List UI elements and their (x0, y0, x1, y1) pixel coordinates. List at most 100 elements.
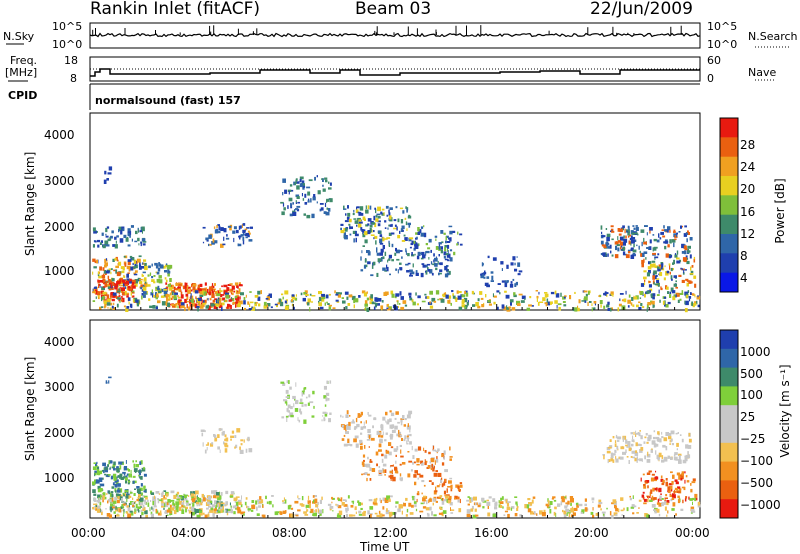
velocity-pixel (113, 461, 116, 466)
velocity-pixel (130, 473, 132, 478)
power-pixel (664, 303, 666, 307)
velocity-pixel (571, 514, 574, 517)
velocity-pixel (128, 503, 130, 508)
power-pixel (226, 295, 230, 299)
velocity-pixel (176, 491, 180, 495)
velocity-pixel (620, 509, 624, 512)
power-pixel (443, 255, 446, 259)
power-pixel (399, 291, 402, 296)
power-pixel (642, 306, 645, 308)
power-pixel (214, 298, 218, 301)
velocity-pixel (671, 493, 675, 498)
velocity-pixel (381, 458, 384, 463)
power-pixel (296, 208, 300, 212)
velocity-pixel (431, 482, 434, 485)
velocity-pixel (419, 510, 424, 513)
velocity-pixel (251, 504, 256, 510)
velocity-pixel (644, 455, 646, 460)
power-pixel (236, 294, 239, 297)
velocity-pixel (300, 411, 303, 415)
power-pixel (646, 232, 648, 236)
velocity-pixel (458, 508, 462, 513)
power-pixel (328, 187, 332, 190)
power-pixel (304, 193, 307, 198)
velocity-pixel (251, 500, 255, 503)
velocity-pixel (240, 511, 244, 515)
velocity-pixel (191, 512, 195, 516)
velocity-pixel (183, 493, 185, 498)
velocity-pixel (473, 496, 477, 501)
velocity-pixel (123, 511, 125, 514)
power-pixel (516, 256, 518, 258)
power-pixel (223, 290, 228, 295)
power-pixel (151, 289, 153, 294)
power-pixel (141, 274, 144, 277)
velocity-pixel (367, 456, 369, 460)
velocity-pixel (204, 498, 209, 501)
velocity-pixel (106, 513, 111, 517)
velocity-pixel (345, 507, 349, 511)
power-pixel (202, 226, 206, 229)
velocity-pixel (466, 513, 471, 518)
velocity-pixel (432, 498, 436, 502)
velocity-pixel (161, 491, 164, 495)
velocity-pixel (216, 492, 220, 496)
velocity-pixel (570, 508, 575, 513)
velocity-pixel (201, 432, 204, 437)
velocity-pixel (675, 513, 677, 516)
power-pixel (138, 243, 140, 246)
velocity-pixel (378, 433, 381, 438)
power-pixel (274, 303, 278, 306)
power-pixel (116, 259, 119, 262)
velocity-pixel (229, 502, 231, 506)
power-pixel (405, 248, 407, 253)
power-pixel (369, 301, 374, 305)
power-pixel (151, 276, 154, 279)
power-pixel (94, 240, 97, 243)
velocity-pixel (632, 456, 636, 459)
velocity-pixel (371, 468, 376, 472)
power-pixel (547, 301, 551, 306)
power-pixel (574, 291, 576, 294)
velocity-pixel (515, 501, 518, 505)
power-pixel (564, 295, 567, 298)
velocity-pixel (220, 492, 223, 496)
power-pixel (191, 298, 194, 303)
velocity-pixel (126, 468, 129, 471)
velocity-pixel (606, 447, 611, 451)
power-pixel (455, 299, 458, 302)
power-pixel (655, 275, 657, 279)
velocity-pixel (684, 498, 687, 502)
power-pixel (631, 297, 634, 301)
velocity-pixel (651, 440, 656, 445)
velocity-pixel (247, 508, 251, 511)
velocity-pixel (642, 496, 645, 500)
velocity-pixel (506, 506, 511, 511)
velocity-pixel (123, 514, 125, 517)
power-pixel (142, 241, 147, 243)
power-pixel (215, 303, 219, 307)
power-pixel (117, 263, 119, 266)
power-pixel (406, 270, 410, 273)
velocity-pixel (353, 438, 357, 443)
power-pixel (341, 297, 344, 299)
power-pixel (220, 227, 224, 231)
velocity-pixel (429, 460, 431, 464)
power-pixel (238, 288, 241, 292)
power-pixel (464, 291, 466, 294)
power-pixel (107, 279, 111, 282)
velocity-pixel (614, 440, 617, 443)
power-pixel (492, 293, 494, 297)
velocity-pixel (457, 497, 459, 500)
power-pixel (327, 303, 330, 305)
power-pixel (601, 235, 606, 238)
power-pixel (167, 283, 172, 287)
velocity-pixel (341, 438, 345, 441)
power-pixel (324, 202, 327, 207)
velocity-pixel (661, 502, 664, 507)
power-pixel (393, 227, 397, 230)
power-pixel (342, 300, 346, 304)
power-pixel (111, 230, 114, 234)
power-pixel (157, 300, 161, 304)
velocity-pixel (225, 501, 227, 505)
